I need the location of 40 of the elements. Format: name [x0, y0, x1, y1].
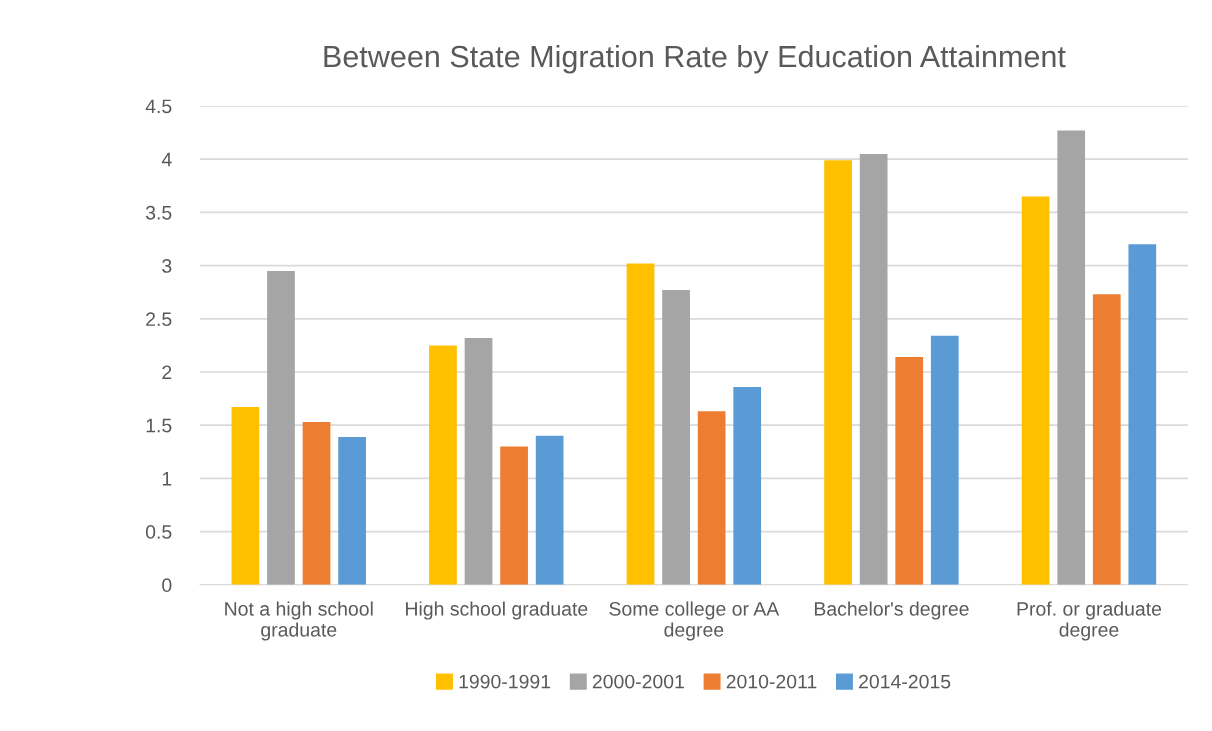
bar: [895, 357, 924, 585]
bar: [1092, 294, 1121, 585]
x-tick-label: Prof. or graduate degree: [1017, 601, 1162, 641]
bar: [302, 422, 331, 585]
bar: [859, 153, 888, 585]
y-tick-label: 1.5: [146, 418, 172, 433]
bar: [338, 436, 366, 585]
y-tick-label: 0.5: [145, 525, 172, 539]
x-tick-label: Bachelor's degree: [814, 601, 969, 620]
y-tick-label: 2.5: [146, 312, 172, 327]
bar: [429, 345, 457, 585]
y-tick-label: 3.5: [145, 205, 172, 220]
x-tick-label: High school graduate: [406, 601, 588, 620]
bar: [1057, 130, 1086, 585]
bar: [824, 160, 852, 585]
bar: [626, 263, 655, 585]
x-tick-label: Some college or AA degree: [609, 601, 780, 641]
bar: [267, 270, 295, 585]
bar: [535, 435, 564, 585]
legend-label: 2010-2011: [726, 674, 817, 689]
bar: [1128, 244, 1157, 585]
y-tick-label: 4: [161, 152, 172, 167]
legend-label: 1990-1991: [459, 674, 551, 689]
legend-label: 2000-2001: [592, 674, 684, 689]
bar: [930, 335, 959, 585]
y-tick-label: 1: [162, 472, 172, 486]
chart-title: Between State Migration Rate by Education Attainment: [324, 44, 1066, 74]
bar: [1021, 196, 1050, 585]
bar: [697, 411, 726, 585]
y-tick-label: 0: [162, 578, 172, 593]
bar: [500, 446, 528, 585]
y-tick-label: 2: [162, 365, 172, 380]
legend-label: 2014-2015: [859, 674, 951, 689]
bar: [733, 386, 762, 585]
y-tick-label: 3: [162, 259, 172, 273]
x-tick-label: Not a high school graduate: [225, 601, 373, 641]
y-tick-label: 4.5: [145, 99, 172, 114]
bar: [662, 290, 690, 585]
bar: [464, 337, 493, 585]
bar: [231, 407, 260, 585]
